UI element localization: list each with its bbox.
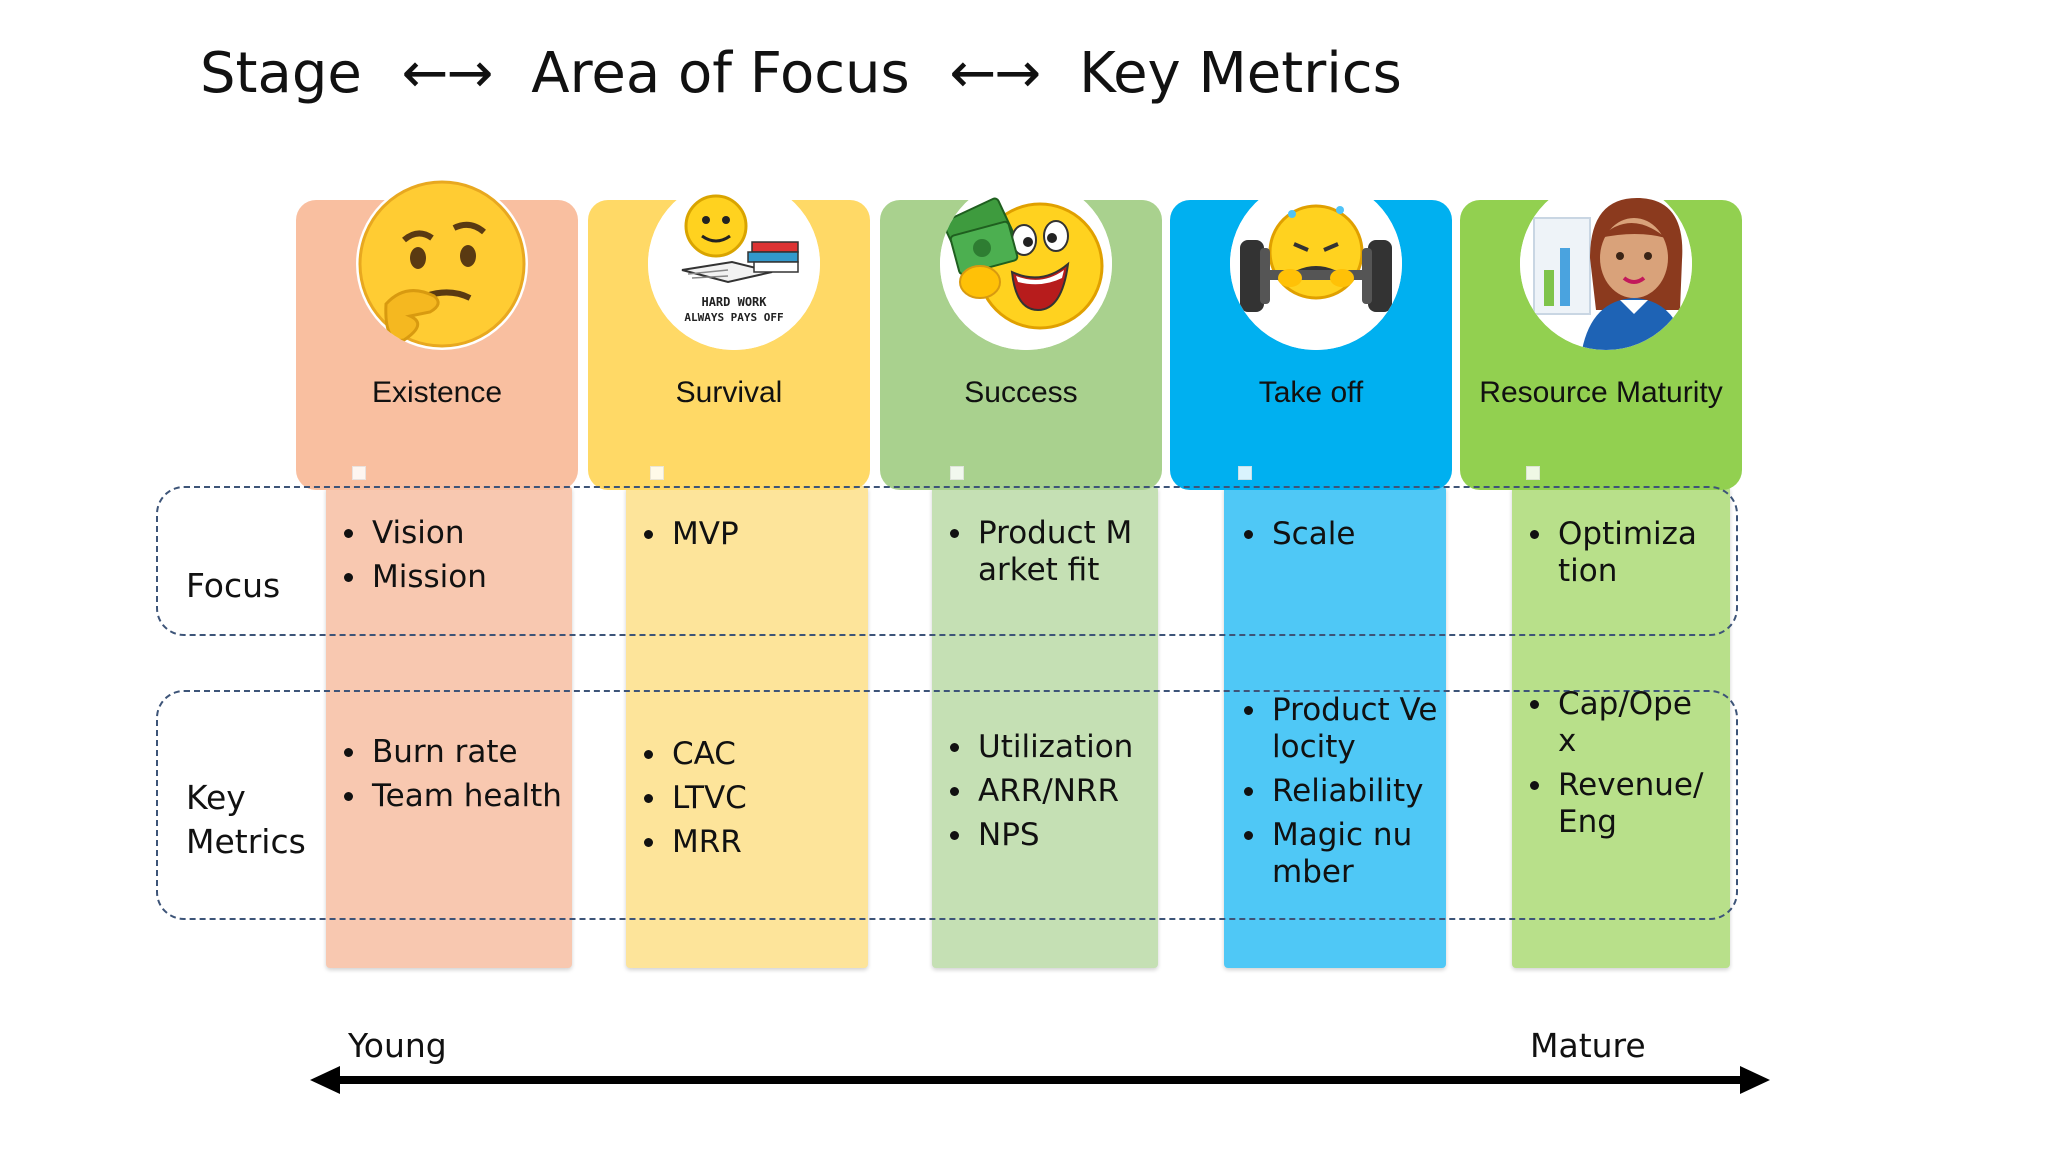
metric-item: Product Velocity: [1240, 692, 1440, 766]
stage-column-resource-maturity: [1512, 486, 1730, 968]
stage-label: Take off: [1258, 376, 1364, 409]
key-metrics-band: [156, 690, 1738, 920]
focus-item: Product Market fit: [946, 515, 1146, 589]
focus-list-resource-maturity: Optimization: [1526, 516, 1706, 597]
key-metrics-row-label-line: Key: [186, 778, 246, 817]
placeholder-marker: [1238, 466, 1252, 480]
page-title: Stage ←→ Area of Focus ←→ Key Metrics: [200, 34, 1402, 114]
placeholder-marker: [650, 466, 664, 480]
metric-item: ARR/NRR: [946, 773, 1156, 810]
focus-item: MVP: [640, 516, 860, 553]
arrow-left-icon: [310, 1066, 340, 1094]
title-area-of-focus: Area of Focus: [531, 41, 910, 106]
focus-band: [156, 486, 1738, 636]
placeholder-marker: [950, 466, 964, 480]
focus-row-label: Focus: [186, 566, 281, 605]
focus-item: Vision: [340, 515, 560, 552]
key-metrics-row-label: Key Metrics: [186, 776, 306, 864]
focus-item: Scale: [1240, 516, 1440, 553]
stage-column-take-off: [1224, 486, 1446, 968]
arrow-right-icon: [1740, 1066, 1770, 1094]
stage-label: Resource Maturity: [1479, 376, 1723, 409]
stage-label: Success: [964, 376, 1078, 409]
double-arrow-icon: ←→: [949, 41, 1042, 106]
money-grin-emoji-icon: [940, 178, 1112, 350]
metric-item: LTVC: [640, 780, 860, 817]
title-stage: Stage: [200, 41, 362, 106]
stage-card-success: Success: [880, 178, 1162, 490]
maturity-axis-arrow: [310, 1066, 1770, 1094]
icon-caption: HARD WORK: [701, 295, 767, 309]
metrics-list-take-off: Product Velocity Reliability Magic numbe…: [1240, 692, 1440, 898]
stage-card-survival: HARD WORK ALWAYS PAYS OFF Survival: [588, 178, 870, 490]
double-arrow-icon: ←→: [401, 41, 494, 106]
metric-item: NPS: [946, 817, 1156, 854]
metrics-list-success: Utilization ARR/NRR NPS: [946, 729, 1156, 861]
icon-caption: ALWAYS PAYS OFF: [684, 311, 783, 324]
focus-list-existence: Vision Mission: [340, 515, 560, 603]
stage-column-existence: [326, 486, 572, 968]
focus-list-take-off: Scale: [1240, 516, 1440, 560]
metrics-list-existence: Burn rate Team health: [340, 734, 566, 822]
placeholder-marker: [1526, 466, 1540, 480]
hard-work-emoji-icon: HARD WORK ALWAYS PAYS OFF: [648, 178, 820, 350]
stage-column-survival: [626, 486, 868, 968]
focus-list-success: Product Market fit: [946, 515, 1146, 596]
metric-item: Team health: [340, 778, 566, 815]
axis-label-mature: Mature: [1530, 1026, 1646, 1065]
metrics-list-resource-maturity: Cap/Opex Revenue/Eng: [1526, 686, 1706, 848]
axis-label-young: Young: [348, 1026, 447, 1065]
key-metrics-row-label-line: Metrics: [186, 822, 306, 861]
stage-card-resource-maturity: Resource Maturity: [1460, 178, 1742, 490]
metric-item: Cap/Opex: [1526, 686, 1706, 760]
title-key-metrics: Key Metrics: [1079, 41, 1402, 106]
metric-item: Burn rate: [340, 734, 566, 771]
stage-label: Existence: [371, 376, 503, 409]
analyst-woman-icon: [1520, 178, 1692, 350]
weightlifting-emoji-icon: [1230, 178, 1402, 350]
focus-item: Mission: [340, 559, 560, 596]
stage-label: Survival: [675, 376, 783, 409]
metric-item: MRR: [640, 824, 860, 861]
metric-item: Utilization: [946, 729, 1156, 766]
thinking-face-icon: [356, 178, 528, 350]
placeholder-marker: [352, 466, 366, 480]
stage-column-success: [932, 486, 1158, 968]
stage-card-existence: Existence: [296, 178, 578, 490]
stage-card-take-off: Take off: [1170, 178, 1452, 490]
metrics-list-survival: CAC LTVC MRR: [640, 736, 860, 868]
metric-item: CAC: [640, 736, 860, 773]
focus-list-survival: MVP: [640, 516, 860, 560]
metric-item: Reliability: [1240, 773, 1440, 810]
metric-item: Magic number: [1240, 817, 1440, 891]
focus-item: Optimization: [1526, 516, 1706, 590]
metric-item: Revenue/Eng: [1526, 767, 1706, 841]
